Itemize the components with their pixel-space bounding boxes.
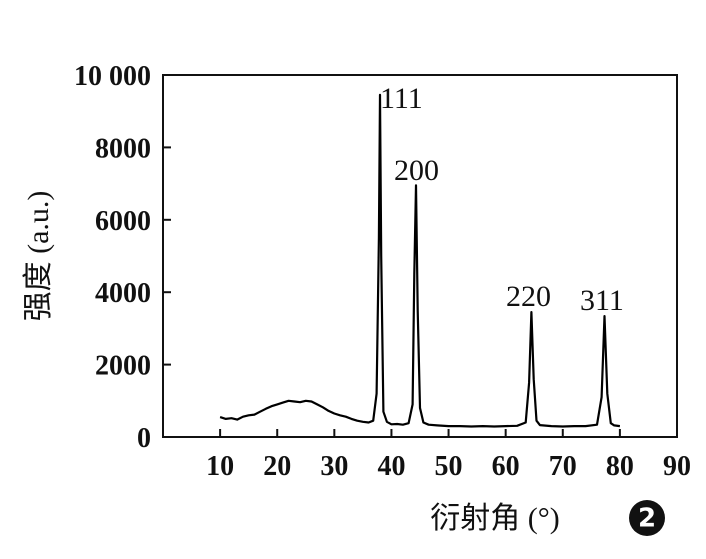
y-tick-label: 0 [137, 423, 151, 454]
y-tick-label: 10 000 [74, 61, 151, 92]
x-tick-label: 50 [435, 451, 463, 482]
x-tick-label: 10 [206, 451, 234, 482]
peak-label: 200 [394, 154, 439, 187]
xrd-line [219, 93, 621, 428]
y-tick-label: 6000 [95, 206, 151, 237]
x-axis-label: 衍射角 (°) [430, 502, 559, 535]
plot-frame [162, 74, 678, 438]
y-tick-label: 8000 [95, 133, 151, 164]
x-tick-label: 70 [549, 451, 577, 482]
x-tick-label: 20 [263, 451, 291, 482]
x-tick-label: 40 [377, 451, 405, 482]
panel-label: 2 [638, 504, 656, 534]
x-tick-label: 90 [663, 451, 691, 482]
x-tick-label: 80 [606, 451, 634, 482]
x-tick-label: 60 [492, 451, 520, 482]
y-tick-label: 4000 [95, 278, 151, 309]
y-tick-label: 2000 [95, 351, 151, 382]
peak-label: 111 [380, 82, 423, 115]
x-tick-label: 30 [320, 451, 348, 482]
peak-label: 311 [580, 284, 624, 317]
peak-label: 220 [506, 280, 551, 313]
panel-badge [629, 500, 665, 536]
y-axis-label: 强度 (a.u.) [22, 191, 55, 322]
